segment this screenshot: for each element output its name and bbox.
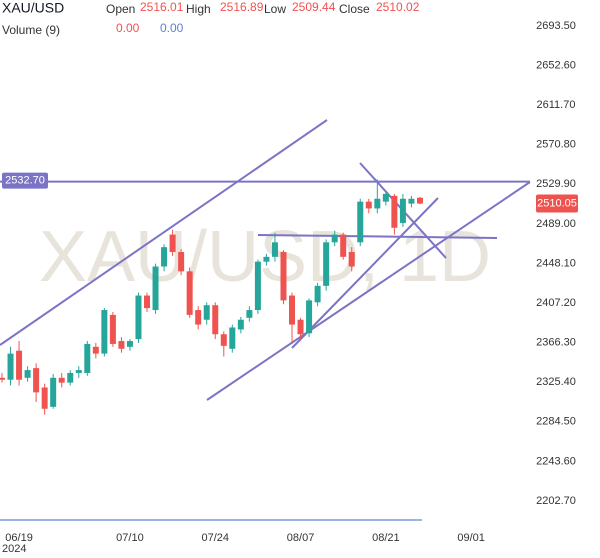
- candle-body: [237, 319, 244, 330]
- candle-body: [280, 251, 287, 301]
- price-tag: [2, 172, 48, 189]
- candle-body: [203, 305, 210, 320]
- candle-body: [186, 271, 193, 315]
- legend-label: High: [186, 2, 211, 16]
- candle-body: [58, 377, 65, 383]
- candle-body: [0, 377, 5, 380]
- candle-body: [348, 251, 355, 267]
- candle-body: [169, 234, 176, 252]
- candle-body: [323, 242, 330, 286]
- symbol: XAU/USD: [2, 0, 64, 16]
- price-tag-label: 2532.70: [5, 175, 45, 187]
- candle-body: [246, 310, 253, 318]
- x-tick-label: 06/19: [5, 532, 33, 544]
- candle-body: [289, 295, 296, 325]
- legend-label: Low: [264, 2, 286, 16]
- y-tick-label: 2611.70: [537, 99, 576, 111]
- candle-body: [152, 266, 159, 311]
- candle-body: [144, 295, 151, 309]
- y-tick-label: 2448.10: [536, 257, 576, 269]
- candle-body: [7, 353, 14, 380]
- candle-body: [135, 295, 142, 340]
- year-label: 2024: [2, 543, 26, 555]
- y-tick-label: 2570.80: [536, 139, 576, 151]
- legend-value: 2516.01: [140, 0, 184, 14]
- candle-body: [382, 193, 389, 202]
- volume-value: 0.00: [160, 21, 184, 35]
- y-tick-label: 2243.60: [536, 455, 576, 467]
- x-tick-label: 09/01: [457, 532, 485, 544]
- candle-body: [16, 350, 23, 380]
- legend-value: 2509.44: [292, 0, 336, 14]
- last-price-label: 2510.05: [537, 197, 577, 209]
- candle-body: [126, 341, 133, 347]
- candle-body: [271, 242, 278, 257]
- volume-label: Volume (9): [2, 23, 60, 37]
- legend-value: 2516.89: [220, 0, 264, 14]
- candle-body: [416, 197, 423, 204]
- candle-body: [212, 305, 219, 335]
- legend-label: Close: [339, 2, 370, 16]
- candle-body: [195, 310, 202, 325]
- candle-body: [109, 314, 116, 344]
- candle-body: [306, 300, 313, 334]
- y-tick-label: 2652.60: [536, 59, 576, 71]
- candle-body: [357, 201, 364, 243]
- last-price-tag: [536, 194, 578, 213]
- candle-body: [408, 198, 415, 204]
- x-tick-label: 07/10: [116, 532, 144, 544]
- candle-body: [229, 327, 236, 349]
- legend-value: 2510.02: [376, 0, 420, 14]
- volume-value: 0.00: [116, 21, 140, 35]
- candle-body: [84, 343, 91, 373]
- trend-lines: [0, 119, 531, 401]
- y-tick-label: 2284.50: [536, 416, 576, 428]
- y-tick-label: 2202.70: [536, 495, 576, 507]
- candle-body: [41, 387, 48, 409]
- candle-body: [92, 346, 99, 354]
- trend-line: [206, 181, 531, 401]
- candle-body: [75, 370, 82, 373]
- candle-body: [340, 234, 347, 257]
- candle-body: [24, 370, 31, 378]
- y-tick-label: 2693.50: [536, 20, 576, 32]
- candle-body: [374, 198, 381, 209]
- candle-body: [178, 251, 185, 272]
- trend-line: [257, 234, 498, 239]
- candle-body: [365, 201, 372, 209]
- candle-body: [399, 198, 406, 223]
- y-tick-label: 2489.00: [536, 218, 576, 230]
- y-tick-label: 2325.40: [536, 376, 576, 388]
- candle-body: [161, 247, 168, 267]
- legend-label: Open: [106, 2, 135, 16]
- x-tick-label: 08/07: [287, 532, 315, 544]
- candle-body: [33, 368, 40, 393]
- candle-body: [101, 310, 108, 354]
- y-tick-label: 2529.90: [536, 178, 576, 190]
- candle-body: [67, 372, 74, 383]
- candle-body: [331, 234, 338, 243]
- candle-body: [118, 341, 125, 349]
- candle-body: [220, 334, 227, 346]
- trend-line: [0, 119, 328, 346]
- x-tick-label: 07/24: [201, 532, 229, 544]
- x-tick-label: 08/21: [372, 532, 400, 544]
- candle-body: [50, 377, 57, 407]
- candle-body: [263, 256, 270, 262]
- y-tick-label: 2366.30: [536, 337, 576, 349]
- candle-body: [391, 195, 398, 228]
- y-tick-label: 2407.20: [536, 297, 576, 309]
- candle-body: [297, 319, 304, 335]
- candle-body: [254, 261, 261, 311]
- candle-body: [314, 285, 321, 303]
